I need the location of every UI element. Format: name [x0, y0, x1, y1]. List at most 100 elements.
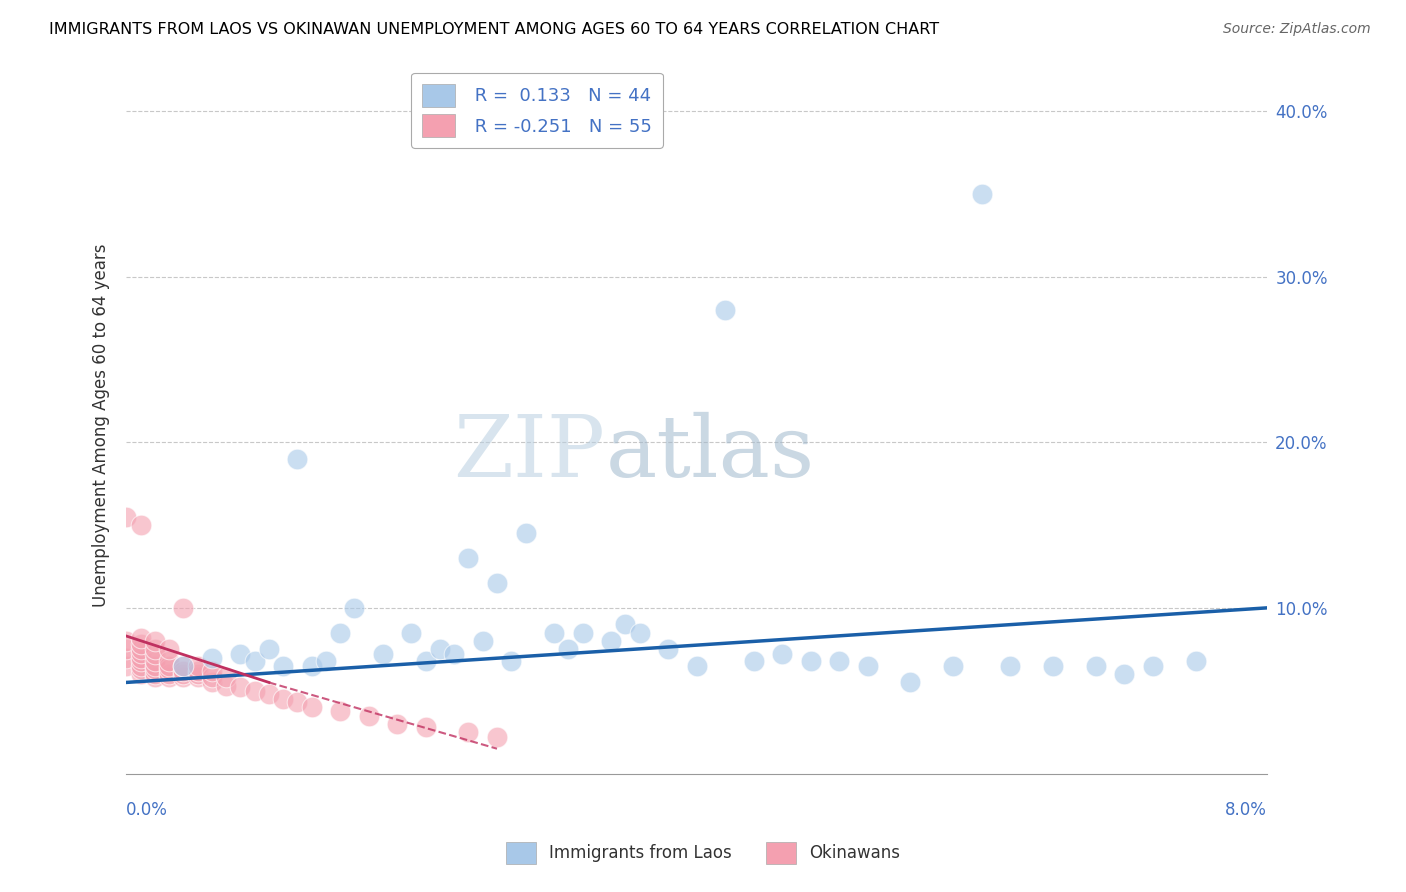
- Point: [970, 186, 993, 201]
- Point: [129, 654, 152, 668]
- Point: [172, 600, 194, 615]
- Point: [143, 662, 166, 676]
- Point: [215, 670, 238, 684]
- Point: [271, 658, 294, 673]
- Point: [942, 658, 965, 673]
- Point: [557, 642, 579, 657]
- Y-axis label: Unemployment Among Ages 60 to 64 years: Unemployment Among Ages 60 to 64 years: [93, 244, 110, 607]
- Point: [600, 634, 623, 648]
- Point: [129, 642, 152, 657]
- Point: [115, 650, 138, 665]
- Legend: Immigrants from Laos, Okinawans: Immigrants from Laos, Okinawans: [499, 836, 907, 871]
- Point: [129, 646, 152, 660]
- Point: [201, 650, 224, 665]
- Point: [115, 509, 138, 524]
- Point: [143, 658, 166, 673]
- Point: [415, 654, 437, 668]
- Point: [429, 642, 451, 657]
- Point: [115, 642, 138, 657]
- Point: [129, 650, 152, 665]
- Text: atlas: atlas: [606, 412, 814, 495]
- Point: [614, 617, 637, 632]
- Point: [714, 302, 737, 317]
- Point: [900, 675, 922, 690]
- Point: [343, 600, 366, 615]
- Point: [229, 681, 252, 695]
- Point: [415, 720, 437, 734]
- Point: [157, 670, 180, 684]
- Point: [329, 704, 352, 718]
- Point: [287, 695, 309, 709]
- Point: [157, 642, 180, 657]
- Point: [257, 687, 280, 701]
- Point: [471, 634, 494, 648]
- Point: [157, 662, 180, 676]
- Point: [115, 634, 138, 648]
- Point: [143, 647, 166, 661]
- Point: [143, 654, 166, 668]
- Text: Source: ZipAtlas.com: Source: ZipAtlas.com: [1223, 22, 1371, 37]
- Text: 8.0%: 8.0%: [1225, 801, 1267, 820]
- Point: [515, 526, 537, 541]
- Point: [129, 662, 152, 676]
- Point: [187, 658, 209, 673]
- Point: [543, 625, 565, 640]
- Point: [143, 642, 166, 657]
- Point: [457, 551, 479, 566]
- Text: 0.0%: 0.0%: [127, 801, 169, 820]
- Point: [157, 658, 180, 673]
- Point: [229, 647, 252, 661]
- Point: [172, 670, 194, 684]
- Point: [187, 667, 209, 681]
- Text: ZIP: ZIP: [454, 412, 606, 495]
- Point: [187, 664, 209, 678]
- Point: [115, 658, 138, 673]
- Point: [157, 667, 180, 681]
- Point: [243, 683, 266, 698]
- Point: [1000, 658, 1022, 673]
- Point: [187, 670, 209, 684]
- Point: [129, 518, 152, 533]
- Point: [371, 647, 394, 661]
- Point: [385, 716, 408, 731]
- Point: [129, 631, 152, 645]
- Point: [1084, 658, 1107, 673]
- Point: [1042, 658, 1064, 673]
- Point: [628, 625, 651, 640]
- Point: [129, 667, 152, 681]
- Point: [201, 675, 224, 690]
- Point: [357, 708, 380, 723]
- Point: [1142, 658, 1164, 673]
- Point: [201, 664, 224, 678]
- Point: [657, 642, 679, 657]
- Text: IMMIGRANTS FROM LAOS VS OKINAWAN UNEMPLOYMENT AMONG AGES 60 TO 64 YEARS CORRELAT: IMMIGRANTS FROM LAOS VS OKINAWAN UNEMPLO…: [49, 22, 939, 37]
- Point: [443, 647, 465, 661]
- Point: [770, 647, 793, 661]
- Point: [129, 658, 152, 673]
- Point: [485, 576, 508, 591]
- Point: [457, 725, 479, 739]
- Point: [571, 625, 593, 640]
- Point: [1114, 667, 1136, 681]
- Point: [301, 658, 323, 673]
- Legend:  R =  0.133   N = 44,  R = -0.251   N = 55: R = 0.133 N = 44, R = -0.251 N = 55: [411, 73, 662, 148]
- Point: [271, 692, 294, 706]
- Point: [800, 654, 823, 668]
- Point: [287, 451, 309, 466]
- Point: [143, 670, 166, 684]
- Point: [172, 658, 194, 673]
- Point: [401, 625, 423, 640]
- Point: [143, 667, 166, 681]
- Point: [485, 730, 508, 744]
- Point: [856, 658, 879, 673]
- Point: [215, 679, 238, 693]
- Point: [172, 667, 194, 681]
- Point: [257, 642, 280, 657]
- Point: [129, 637, 152, 651]
- Point: [172, 658, 194, 673]
- Point: [828, 654, 851, 668]
- Point: [501, 654, 523, 668]
- Point: [329, 625, 352, 640]
- Point: [1184, 654, 1206, 668]
- Point: [243, 654, 266, 668]
